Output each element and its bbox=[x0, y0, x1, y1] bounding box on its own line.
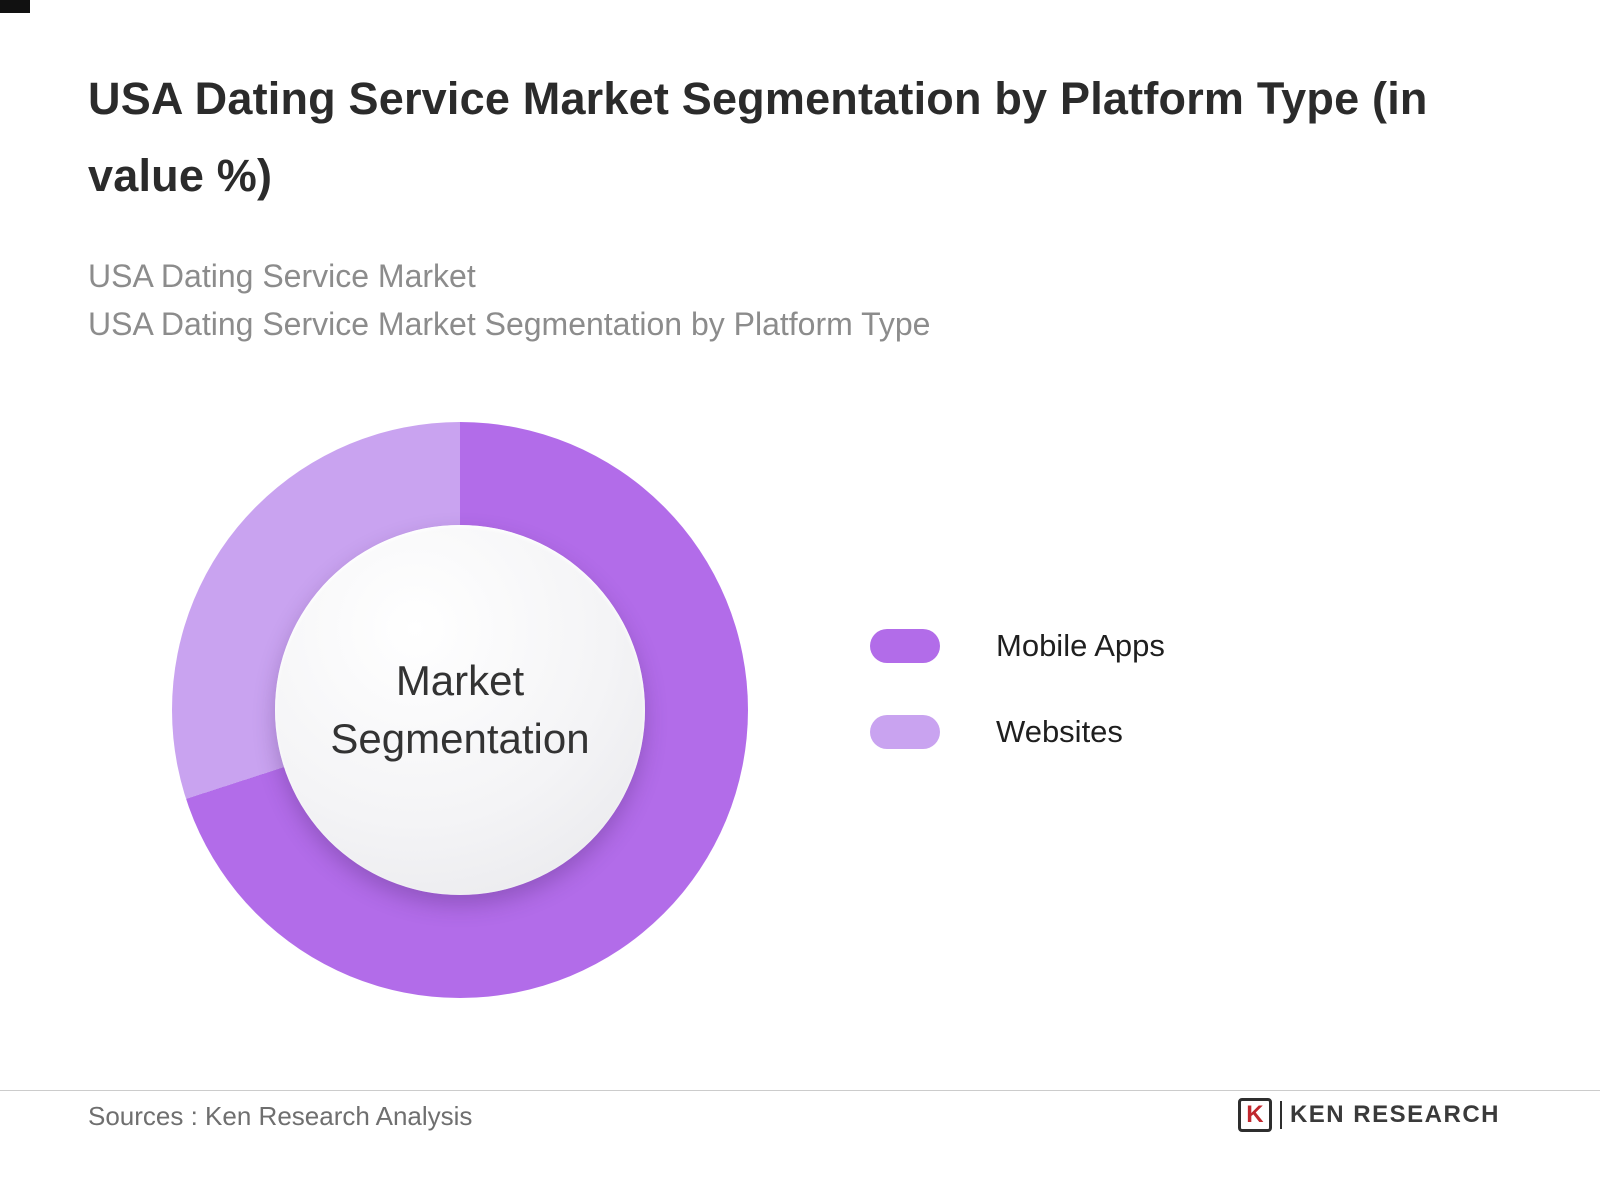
legend-swatch-websites bbox=[870, 715, 940, 749]
sources-note: Sources : Ken Research Analysis bbox=[88, 1101, 473, 1131]
legend-label-websites: Websites bbox=[996, 714, 1123, 749]
donut-chart-area: Market Segmentation bbox=[172, 422, 748, 998]
legend-label-mobile-apps: Mobile Apps bbox=[996, 628, 1165, 663]
logo-k-icon: K bbox=[1237, 1098, 1272, 1132]
ken-research-logo: K KEN RESEARCH bbox=[1237, 1098, 1500, 1132]
page-title: USA Dating Service Market Segmentation b… bbox=[88, 73, 1428, 201]
logo-wordmark: KEN RESEARCH bbox=[1289, 1101, 1500, 1128]
legend-item-mobile-apps: Mobile Apps bbox=[870, 626, 1165, 666]
subtitle-line-1: USA Dating Service Market bbox=[88, 258, 476, 294]
donut-hole: Market Segmentation bbox=[275, 525, 645, 895]
chart-legend: Mobile Apps Websites bbox=[870, 626, 1165, 798]
donut-center-label: Market Segmentation bbox=[330, 657, 590, 762]
chart-subtitle: USA Dating Service Market USA Dating Ser… bbox=[88, 252, 1388, 348]
corner-mark bbox=[0, 0, 30, 13]
legend-swatch-mobile-apps bbox=[870, 629, 940, 663]
legend-item-websites: Websites bbox=[870, 712, 1165, 752]
logo-separator bbox=[1279, 1101, 1282, 1129]
footer-divider bbox=[0, 1090, 1600, 1091]
subtitle-line-2: USA Dating Service Market Segmentation b… bbox=[88, 306, 931, 342]
